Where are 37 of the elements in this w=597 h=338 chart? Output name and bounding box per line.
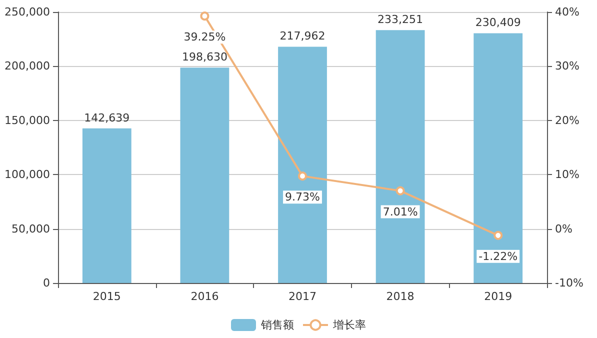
point <box>494 230 503 240</box>
data-label: 142,639 <box>84 111 130 124</box>
y-tick-label: 250,000 <box>4 6 50 18</box>
data-label: -1.22% <box>478 250 518 263</box>
legend-label: 销售额 <box>260 318 294 332</box>
y2-tick-label: 30% <box>555 60 580 73</box>
data-label: 233,251 <box>378 13 424 26</box>
y2-tick-label: 40% <box>555 6 580 18</box>
y2-tick-label: 0% <box>555 222 572 236</box>
point <box>200 12 210 21</box>
point <box>298 172 307 181</box>
data-label: 230,409 <box>475 16 521 30</box>
bar <box>474 33 523 283</box>
x-tick-label: 2017 <box>288 290 316 303</box>
x-tick-label: 2015 <box>92 290 121 303</box>
y-tick-label: 0 <box>43 276 50 290</box>
bar <box>180 68 230 283</box>
y2-tick-label: -10% <box>555 276 584 290</box>
x-tick-label: 2016 <box>190 290 219 303</box>
y2-tick-label: 20% <box>555 114 580 127</box>
data-label: 217,962 <box>280 30 326 43</box>
data-label: 39.25% <box>184 30 226 44</box>
bar <box>82 128 132 283</box>
x-tick-label: 2019 <box>484 290 512 303</box>
y-tick-label: 200,000 <box>4 60 50 73</box>
legend-label: 增长率 <box>332 318 366 332</box>
point <box>396 186 405 196</box>
data-label: 9.73% <box>285 190 320 204</box>
data-label: 198,630 <box>182 50 228 64</box>
y2-tick-label: 10% <box>555 168 580 182</box>
y-tick-label: 150,000 <box>4 114 50 127</box>
y-tick-label: 50,000 <box>12 222 50 236</box>
x-tick-label: 2018 <box>386 290 414 303</box>
bar <box>376 30 425 283</box>
bar <box>278 46 327 283</box>
data-label: 7.01% <box>382 205 418 218</box>
y-tick-label: 100,000 <box>4 168 50 182</box>
